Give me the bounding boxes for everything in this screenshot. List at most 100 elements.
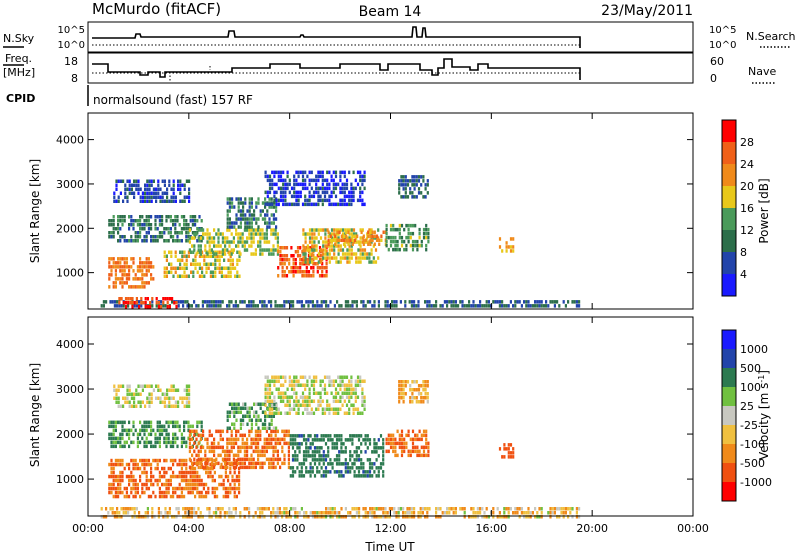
scatter-cell <box>150 474 153 479</box>
scatter-cell <box>361 379 364 383</box>
scatter-cell <box>219 437 222 442</box>
scatter-cell <box>193 232 196 236</box>
scatter-cell <box>218 266 221 270</box>
scatter-cell <box>179 300 182 304</box>
scatter-cell <box>416 247 419 252</box>
scatter-cell <box>367 242 370 246</box>
scatter-cell <box>270 221 273 225</box>
scatter-cell <box>424 183 427 187</box>
scatter-cell <box>302 462 306 466</box>
scatter-cell <box>339 399 342 403</box>
scatter-cell <box>250 225 253 229</box>
scatter-cell <box>531 304 534 308</box>
scatter-cell <box>235 406 238 410</box>
scatter-cell <box>128 227 131 231</box>
scatter-cell <box>259 252 262 256</box>
scatter-cell <box>364 434 367 438</box>
scatter-cell <box>165 482 168 487</box>
power-colorbar-tick: 8 <box>740 246 747 259</box>
scatter-cell <box>194 223 197 227</box>
scatter-cell <box>341 256 345 260</box>
scatter-cell <box>176 436 179 441</box>
scatter-cell <box>169 219 172 223</box>
scatter-cell <box>148 392 151 396</box>
scatter-cell <box>306 399 309 403</box>
scatter-cell <box>385 235 388 240</box>
scatter-cell <box>315 202 318 207</box>
scatter-cell <box>216 494 219 499</box>
scatter-cell <box>424 300 427 304</box>
scatter-cell <box>176 219 179 223</box>
scatter-cell <box>150 239 153 243</box>
scatter-cell <box>123 428 126 433</box>
scatter-cell <box>135 388 138 392</box>
scatter-cell <box>334 399 338 403</box>
scatter-cell <box>400 175 403 179</box>
scatter-cell <box>227 494 230 499</box>
scatter-cell <box>329 462 332 466</box>
scatter-cell <box>327 507 330 511</box>
scatter-cell <box>292 300 295 304</box>
scatter-cell <box>360 434 363 438</box>
scatter-cell <box>325 274 328 278</box>
scatter-cell <box>373 450 376 454</box>
scatter-cell <box>308 399 311 403</box>
scatter-cell <box>125 490 128 495</box>
scatter-cell <box>281 262 284 266</box>
scatter-cell <box>385 239 388 244</box>
scatter-cell <box>229 274 232 278</box>
scatter-cell <box>134 490 137 495</box>
scatter-cell <box>261 228 264 232</box>
scatter-cell <box>373 446 376 450</box>
scatter-cell <box>435 304 438 308</box>
scatter-cell <box>288 178 291 183</box>
scatter-cell <box>337 236 340 240</box>
scatter-cell <box>158 458 161 463</box>
scatter-cell <box>205 490 208 495</box>
scatter-cell <box>241 236 244 240</box>
scatter-cell <box>348 248 351 252</box>
scatter-cell <box>234 266 237 270</box>
scatter-cell <box>322 454 325 458</box>
scatter-cell <box>374 236 378 240</box>
scatter-cell <box>213 462 216 467</box>
scatter-cell <box>321 202 324 207</box>
scatter-cell <box>291 446 295 450</box>
scatter-cell <box>181 400 184 404</box>
scatter-cell <box>143 227 146 231</box>
colorbar-segment <box>722 463 736 482</box>
scatter-cell <box>226 449 229 454</box>
scatter-cell <box>525 515 528 519</box>
scatter-cell <box>293 194 296 199</box>
scatter-cell <box>335 236 338 240</box>
scatter-cell <box>296 446 299 450</box>
scatter-cell <box>165 486 168 491</box>
scatter-cell <box>414 223 417 228</box>
scatter-cell <box>335 240 338 244</box>
scatter-cell <box>219 507 222 511</box>
scatter-cell <box>398 187 401 191</box>
scatter-cell <box>204 232 207 236</box>
scatter-cell <box>172 266 175 270</box>
scatter-cell <box>283 457 286 462</box>
scatter-cell <box>359 170 362 175</box>
scatter-cell <box>105 515 108 519</box>
scatter-cell <box>309 474 312 478</box>
scatter-cell <box>237 232 240 236</box>
scatter-cell <box>302 438 306 442</box>
scatter-cell <box>330 383 333 387</box>
scatter-cell <box>183 187 186 191</box>
scatter-cell <box>179 199 182 203</box>
scatter-cell <box>246 236 249 240</box>
scatter-cell <box>325 515 328 519</box>
scatter-cell <box>492 507 495 511</box>
scatter-cell <box>250 426 253 430</box>
scatter-cell <box>218 482 221 487</box>
scatter-cell <box>167 466 170 471</box>
scatter-cell <box>319 236 323 240</box>
scatter-cell <box>125 474 128 479</box>
scatter-cell <box>358 515 361 519</box>
scatter-cell <box>108 482 111 487</box>
scatter-cell <box>299 262 302 266</box>
scatter-cell <box>172 187 175 191</box>
